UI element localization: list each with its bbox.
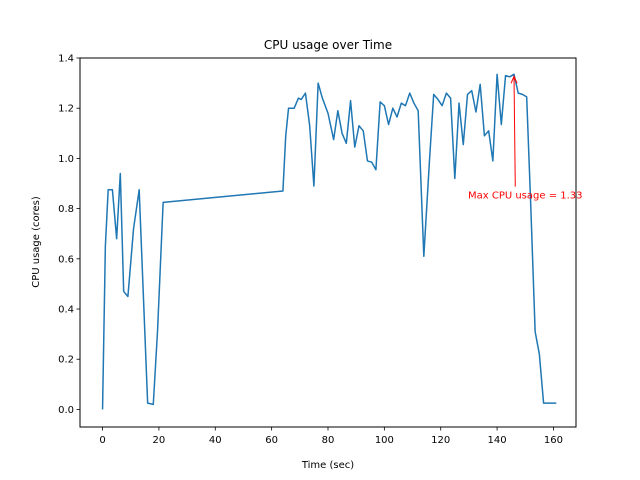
x-tick-label: 160 xyxy=(544,435,563,446)
plot-frame xyxy=(79,57,577,428)
chart-title: CPU usage over Time xyxy=(264,38,392,52)
y-tick-label: 1.2 xyxy=(58,104,74,115)
x-tick-label: 100 xyxy=(375,435,394,446)
y-tick-label: 0.2 xyxy=(58,355,74,366)
y-axis-label: CPU usage (cores) xyxy=(31,196,42,288)
plot-area xyxy=(101,73,557,410)
x-tick-label: 40 xyxy=(209,435,222,446)
x-tick-label: 20 xyxy=(153,435,166,446)
y-tick-label: 1.4 xyxy=(58,54,74,65)
annotations: Max CPU usage = 1.33 xyxy=(468,75,583,202)
y-tick-label: 0.8 xyxy=(58,204,74,215)
annotation-arrow-head xyxy=(510,75,518,84)
y-axis: 0.0 0.2 0.4 0.6 0.8 1.0 1.2 1.4 xyxy=(58,54,80,416)
annotation-label: Max CPU usage = 1.33 xyxy=(468,191,583,202)
annotation-arrow-shaft xyxy=(513,76,516,187)
x-tick-label: 140 xyxy=(488,435,507,446)
cpu-usage-line xyxy=(101,73,557,410)
y-tick-label: 0.6 xyxy=(58,254,74,265)
y-tick-label: 1.0 xyxy=(58,154,74,165)
x-tick-label: 60 xyxy=(265,435,278,446)
x-axis-label: Time (sec) xyxy=(301,460,354,471)
x-tick-label: 0 xyxy=(99,435,105,446)
x-tick-label: 80 xyxy=(322,435,335,446)
x-tick-label: 120 xyxy=(431,435,450,446)
y-tick-label: 0.4 xyxy=(58,305,74,316)
y-tick-label: 0.0 xyxy=(58,405,74,416)
x-axis: 0 20 40 60 80 100 120 140 160 xyxy=(99,427,563,446)
